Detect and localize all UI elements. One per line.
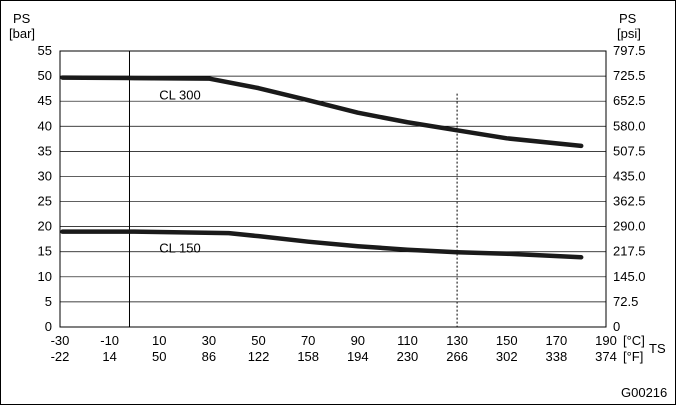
y-right-tick-label: 725.5 <box>613 68 646 83</box>
x-tick-label-c: 190 <box>595 333 617 348</box>
series-layer: CL 300 CL 150 <box>60 75 584 260</box>
y-left-tick-label: 0 <box>45 319 52 334</box>
y-left-label-unit: [bar] <box>9 26 35 41</box>
y-left-tick-label: 35 <box>38 143 52 158</box>
y-right-tick-label: 290.0 <box>613 219 646 234</box>
x-tick-label-f: 14 <box>102 349 116 364</box>
y-left-tick-label: 5 <box>45 294 52 309</box>
y-left-tick-label: 45 <box>38 93 52 108</box>
x-tick-label-c: 10 <box>152 333 166 348</box>
y-right-label-ps: PS <box>619 11 637 26</box>
x-tick-label-c: 150 <box>496 333 518 348</box>
y-left-tick-label: 20 <box>38 219 52 234</box>
y-left-tick-label: 30 <box>38 168 52 183</box>
y-left-tick-label: 25 <box>38 194 52 209</box>
y-left-label-ps: PS <box>13 11 31 26</box>
x-tick-label-c: 170 <box>546 333 568 348</box>
x-tick-label-f: 158 <box>297 349 319 364</box>
x-tick-label-f: 266 <box>446 349 468 364</box>
y-right-tick-label: 0 <box>613 319 620 334</box>
figure-id: G00216 <box>621 385 667 400</box>
x-tick-label-f: 230 <box>397 349 419 364</box>
x-axis-label: TS <box>649 341 666 356</box>
x-tick-label-c: 30 <box>202 333 216 348</box>
y-right-tick-label: 580.0 <box>613 118 646 133</box>
y-right-tick-label: 435.0 <box>613 168 646 183</box>
x-tick-label-c: 90 <box>351 333 365 348</box>
y-left-tick-label: 15 <box>38 244 52 259</box>
x-tick-label-c: -10 <box>100 333 119 348</box>
series-line-0 <box>60 75 584 149</box>
reference-lines <box>128 51 458 327</box>
y-right-tick-label: 72.5 <box>613 294 638 309</box>
x-tick-label-f: 302 <box>496 349 518 364</box>
y-left-tick-label: 50 <box>38 68 52 83</box>
tick-labels: 0 5 10 15 20 25 30 35 40 45 50 55 0 72.5 145.0 217.5 290… <box>38 43 646 364</box>
y-left-tick-label: 40 <box>38 118 52 133</box>
y-right-tick-label: 652.5 <box>613 93 646 108</box>
x-tick-label-f: 374 <box>595 349 617 364</box>
x-unit-celsius: [°C] <box>623 333 645 348</box>
x-tick-label-c: -30 <box>51 333 70 348</box>
y-right-tick-label: 797.5 <box>613 43 646 58</box>
x-tick-label-f: 194 <box>347 349 369 364</box>
x-tick-label-c: 70 <box>301 333 315 348</box>
y-right-tick-label: 145.0 <box>613 269 646 284</box>
y-left-tick-label: 10 <box>38 269 52 284</box>
series-label: CL 300 <box>159 88 200 103</box>
y-left-tick-label: 55 <box>38 43 52 58</box>
y-right-tick-label: 507.5 <box>613 143 646 158</box>
x-tick-label-f: 122 <box>248 349 270 364</box>
series-label: CL 150 <box>159 241 200 256</box>
series-line-1 <box>60 229 584 260</box>
x-tick-label-c: 110 <box>397 333 418 348</box>
y-right-tick-label: 217.5 <box>613 244 646 259</box>
y-right-label-unit: [psi] <box>617 26 641 41</box>
x-tick-label-f: 338 <box>546 349 568 364</box>
y-right-tick-label: 362.5 <box>613 194 646 209</box>
plot-border <box>59 50 607 328</box>
x-tick-label-f: 86 <box>202 349 216 364</box>
x-tick-label-c: 50 <box>251 333 265 348</box>
x-unit-fahrenheit: [°F] <box>623 349 643 364</box>
grid-layer <box>59 50 607 328</box>
x-tick-label-f: 50 <box>152 349 166 364</box>
x-tick-label-f: -22 <box>51 349 70 364</box>
x-tick-label-c: 130 <box>446 333 468 348</box>
